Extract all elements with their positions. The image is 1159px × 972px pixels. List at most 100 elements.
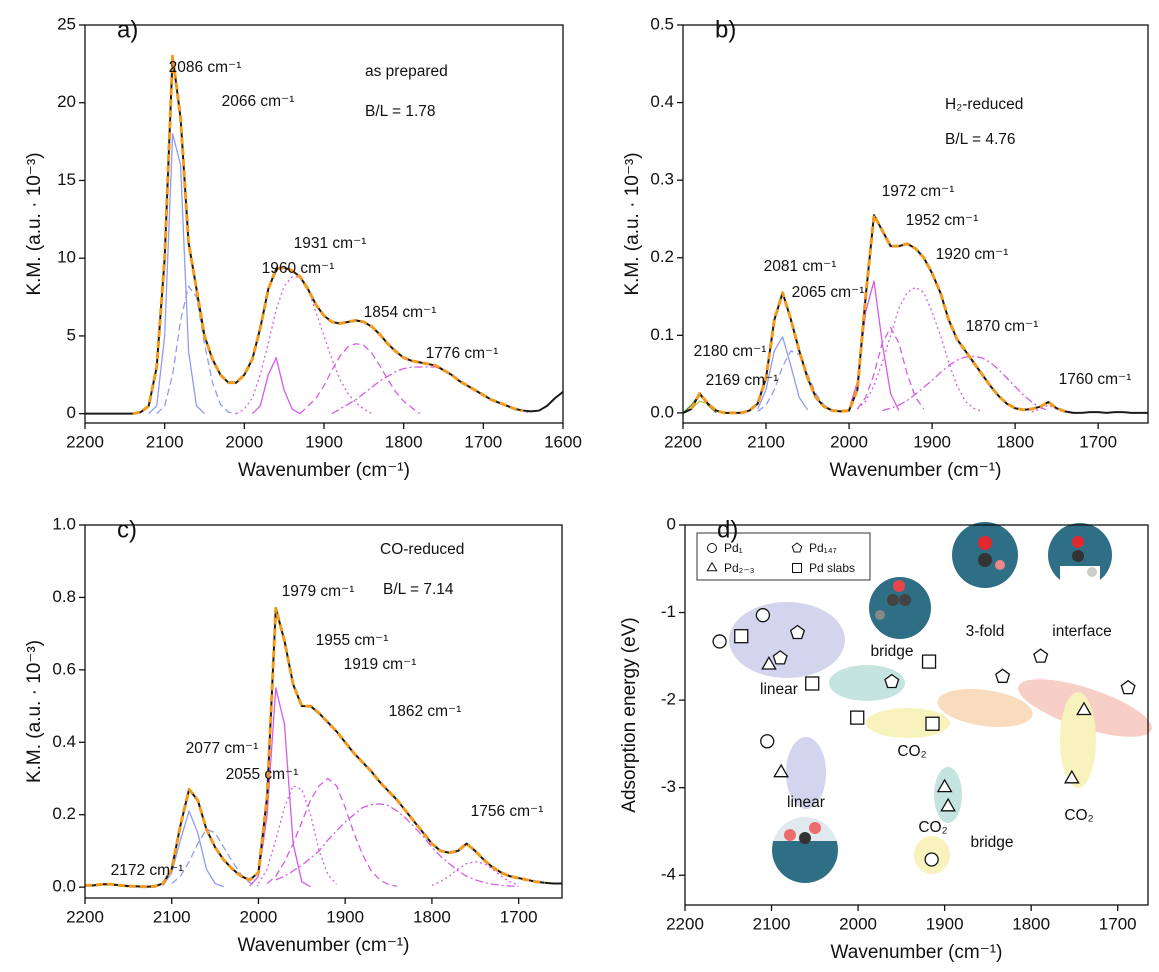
y-tick-label: 25 [57,14,76,33]
axes-frame [684,524,1149,906]
annotation: 1979 cm⁻¹ [282,583,355,600]
x-tick-label: 2200 [664,432,702,451]
y-tick-label: -4 [661,865,676,884]
molecule [772,817,838,883]
marker [761,655,777,670]
marker [884,673,900,689]
annotation: bridge [870,643,913,660]
annotation: B/L = 1.78 [365,103,436,120]
y-tick-label: 0.3 [650,170,674,189]
y-tick-label: -3 [661,777,676,796]
annotation: CO-reduced [380,541,464,558]
x-tick-label: 1700 [1079,432,1117,451]
marker [773,763,789,778]
x-tick-label: 2000 [830,432,868,451]
molecule-images [772,522,1112,883]
y-tick-label: 0 [667,514,676,533]
legend-label: Pd₁₄₇ [809,541,837,555]
ellipse [786,737,826,809]
x-tick-label: 2100 [146,432,184,451]
spectrum-line [856,286,983,412]
y-tick-label: 0.1 [650,325,674,344]
annotation: bridge [970,834,1013,851]
axes-frame [84,24,564,424]
x-tick-label: 2100 [753,914,791,933]
y-tick-label: 5 [67,325,76,344]
annotation: 1931 cm⁻¹ [294,235,367,252]
y-tick-label: -2 [661,690,676,709]
y-tick-label: 0.0 [52,877,76,896]
x-tick-label: 1600 [544,432,582,451]
molecule [952,522,1018,588]
marker [734,629,749,644]
x-tick-label: 2100 [153,907,191,926]
marker [789,624,806,640]
y-axis-label: Adsorption energy (eV) [619,617,640,812]
annotation: 2169 cm⁻¹ [706,372,779,389]
ellipse [937,688,1033,728]
axes-frame [682,24,1149,424]
marker [940,797,956,812]
marker [1076,701,1092,716]
x-tick-label: 1900 [926,914,964,933]
annotation: B/L = 4.76 [945,131,1016,148]
fit-line [689,213,1066,415]
annotation: 2077 cm⁻¹ [186,740,259,757]
annotation: 1760 cm⁻¹ [1059,371,1132,388]
marker [1033,648,1049,663]
spectrum-line [249,687,311,888]
spectrum-line [148,133,205,415]
y-tick-label: 0.2 [650,247,674,266]
molecule [869,577,931,639]
y-tick-label: -1 [661,602,676,621]
marker [936,778,953,793]
legend-label: Pd₁ [724,541,743,555]
plot-area [683,213,1148,415]
panel-label: c) [117,516,137,543]
spectrum-line [299,343,420,415]
x-axis-label: Wavenumber (cm⁻¹) [238,460,410,481]
fit-line [85,606,545,889]
y-tick-label: 20 [57,92,76,111]
annotation: 2180 cm⁻¹ [694,343,767,360]
marker [1063,769,1080,784]
marker [706,561,718,572]
annotation: 2086 cm⁻¹ [169,59,242,76]
annotation: linear [760,681,798,698]
marker [760,734,775,749]
y-axis-label: K.M. (a.u. · 10⁻³) [24,152,45,295]
axes-frame [84,524,563,899]
spectrum-line [856,326,925,410]
x-tick-label: 1800 [413,907,451,926]
molecule [1048,523,1112,588]
y-axis-label: K.M. (a.u. · 10⁻³) [622,152,643,295]
y-tick-label: 0.2 [52,804,76,823]
annotation: linear [787,794,825,811]
y-tick-label: 10 [57,248,76,267]
annotation: 1919 cm⁻¹ [344,656,417,673]
fit-line [132,54,524,416]
annotation: CO₂ [1064,807,1093,824]
marker [805,676,820,691]
y-tick-label: 0.4 [52,732,76,751]
x-tick-label: 1800 [1012,914,1050,933]
annotation: 1960 cm⁻¹ [262,260,335,277]
y-tick-label: 15 [57,170,76,189]
annotation: 2065 cm⁻¹ [792,284,865,301]
x-tick-label: 2000 [225,432,263,451]
y-tick-label: 0 [67,403,76,422]
x-axis-label: Wavenumber (cm⁻¹) [238,935,410,956]
x-tick-label: 1800 [996,432,1034,451]
spectrum-line [162,810,224,888]
ellipse [934,767,962,823]
x-tick-label: 1700 [464,432,502,451]
marker [707,543,717,553]
panel-label: d) [717,516,738,543]
y-axis-label: K.M. (a.u. · 10⁻³) [24,640,45,783]
annotation: 1854 cm⁻¹ [364,304,437,321]
legend-label: Pd slabs [809,561,855,575]
spectrum-line [757,336,809,411]
annotation: B/L = 7.14 [383,581,454,598]
x-tick-label: 2200 [666,914,704,933]
